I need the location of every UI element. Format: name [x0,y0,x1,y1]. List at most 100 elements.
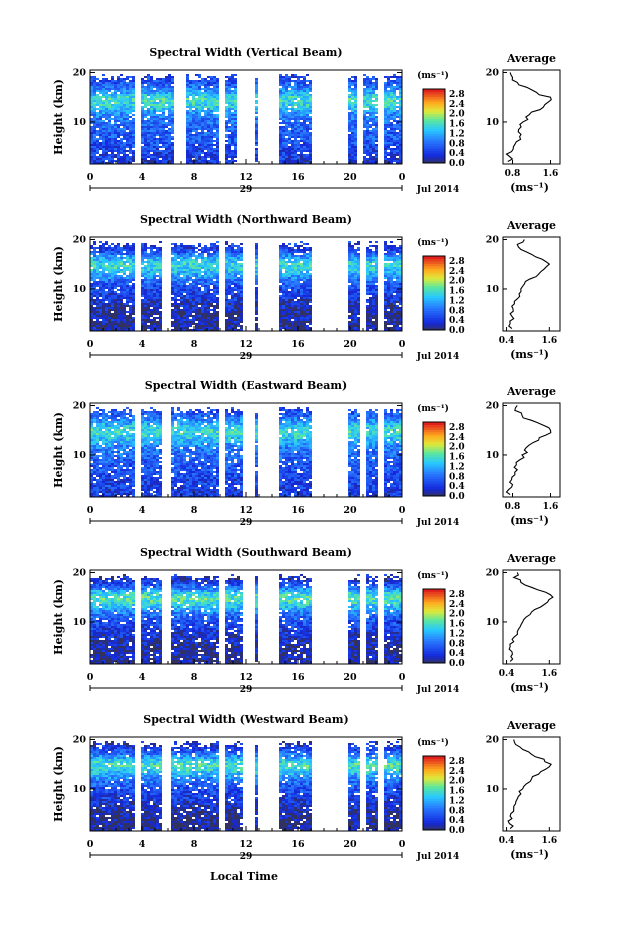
heatmap-cell [96,118,99,120]
heatmap-cell [297,78,300,80]
heatmap-cell [171,293,174,295]
heatmap-cell [132,124,135,126]
heatmap-cell [375,152,378,154]
heatmap-cell [150,154,153,156]
heatmap-cell [132,311,135,313]
heatmap-cell [120,128,123,130]
heatmap-cell [141,269,144,271]
heatmap-cell [129,136,132,138]
heatmap-cell [90,110,93,112]
heatmap-cell [171,311,174,313]
heatmap-cell [129,285,132,287]
heatmap-cell [279,132,282,134]
heatmap-cell [399,142,402,144]
heatmap-cell [201,265,204,267]
heatmap-cell [363,136,366,138]
heatmap-cell [141,130,144,132]
heatmap-cell [153,138,156,140]
heatmap-cell [237,325,240,327]
heatmap-cell [162,144,165,146]
heatmap-cell [90,297,93,299]
heatmap-cell [228,102,231,104]
heatmap-cell [186,162,189,164]
heatmap-cell [237,301,240,303]
heatmap-cell [348,114,351,116]
heatmap-cell [294,307,297,309]
heatmap-cell [147,128,150,130]
heatmap-cell [111,108,114,110]
heatmap-cell [363,132,366,134]
heatmap-cell [156,249,159,251]
heatmap-cell [393,136,396,138]
heatmap-cell [192,245,195,247]
heatmap-cell [300,293,303,295]
heatmap-cell [279,321,282,323]
heatmap-cell [126,291,129,293]
heatmap-cell [210,156,213,158]
heatmap-cell [129,297,132,299]
heatmap-cell [363,88,366,90]
heatmap-cell [96,265,99,267]
heatmap-cell [174,295,177,297]
heatmap-cell [183,249,186,251]
heatmap-cell [279,251,282,253]
heatmap-cell [228,325,231,327]
heatmap-cell [120,251,123,253]
heatmap-cell [147,321,150,323]
heatmap-cell [90,120,93,122]
heatmap-cell [156,102,159,104]
heatmap-cell [123,261,126,263]
heatmap-cell [279,285,282,287]
heatmap-cell [159,122,162,124]
heatmap-cell [288,102,291,104]
heatmap-cell [303,269,306,271]
heatmap-cell [348,156,351,158]
heatmap-cell [195,299,198,301]
heatmap-cell [96,267,99,269]
heatmap-cell [126,100,129,102]
heatmap-cell [93,251,96,253]
heatmap-cell [255,325,258,327]
heatmap-cell [105,313,108,315]
heatmap-cell [210,104,213,106]
heatmap-cell [162,98,165,100]
heatmap-cell [159,102,162,104]
heatmap-cell [141,247,144,249]
colorbar-tick-label: 0.8 [449,139,465,149]
heatmap-cell [201,301,204,303]
heatmap-cell [174,315,177,317]
heatmap-cell [240,307,243,309]
heatmap-cell [93,100,96,102]
heatmap-cell [105,90,108,92]
heatmap-cell [231,102,234,104]
heatmap-cell [162,110,165,112]
heatmap-cell [303,118,306,120]
heatmap-cell [387,154,390,156]
heatmap-cell [192,299,195,301]
heatmap-cell [291,116,294,118]
heatmap-cell [147,112,150,114]
heatmap-cell [297,84,300,86]
heatmap-cell [201,92,204,94]
heatmap-cell [198,92,201,94]
heatmap-cell [294,275,297,277]
heatmap-cell [105,275,108,277]
heatmap-cell [300,134,303,136]
heatmap-cell [279,102,282,104]
heatmap-cell [297,301,300,303]
heatmap-cell [195,158,198,160]
heatmap-cell [201,255,204,257]
heatmap-cell [210,114,213,116]
heatmap-cell [291,261,294,263]
heatmap-cell [288,108,291,110]
heatmap-cell [291,156,294,158]
heatmap-cell [192,247,195,249]
heatmap-cell [132,88,135,90]
heatmap-cell [291,136,294,138]
heatmap-cell [300,317,303,319]
heatmap-cell [300,303,303,305]
heatmap-cell [192,124,195,126]
heatmap-cell [189,265,192,267]
heatmap-cell [303,273,306,275]
heatmap-cell [363,112,366,114]
